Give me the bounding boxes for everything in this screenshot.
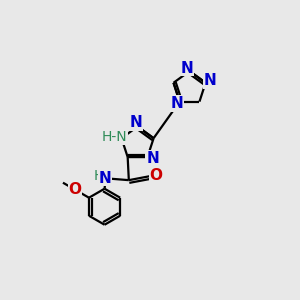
Text: N: N [98, 171, 111, 186]
Text: O: O [149, 168, 162, 183]
Text: N: N [170, 96, 183, 111]
Text: H: H [94, 169, 104, 182]
Text: N: N [146, 151, 159, 166]
Text: N: N [204, 74, 217, 88]
Text: N: N [181, 61, 194, 76]
Text: O: O [68, 182, 82, 197]
Text: H-N: H-N [102, 130, 128, 144]
Text: N: N [129, 116, 142, 130]
